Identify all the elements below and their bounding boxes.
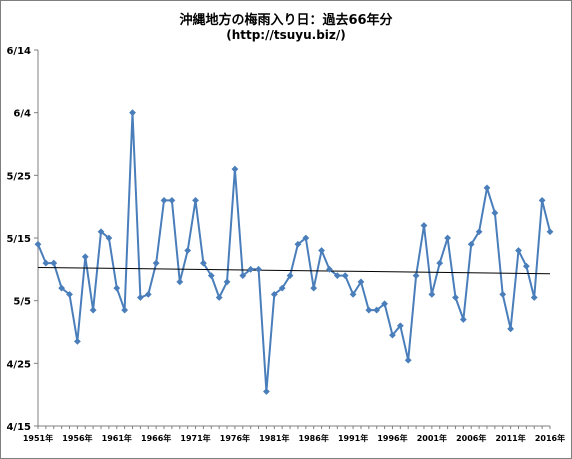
data-point (144, 291, 152, 298)
data-point (121, 306, 129, 314)
data-point (467, 240, 475, 248)
data-point (278, 284, 286, 292)
y-tick-label: 6/4 (13, 109, 31, 120)
data-point (546, 228, 554, 236)
data-point (105, 234, 113, 242)
data-point (89, 306, 97, 314)
x-tick-label: 1956年 (62, 433, 92, 443)
y-tick-label: 4/15 (6, 422, 31, 433)
data-point (310, 284, 318, 292)
data-point (491, 209, 499, 217)
data-point (58, 284, 66, 292)
data-point (152, 259, 160, 267)
data-point (247, 265, 255, 273)
data-point (42, 259, 50, 267)
x-tick-label: 2001年 (417, 433, 447, 443)
x-tick-label: 1991年 (338, 433, 368, 443)
data-point (176, 278, 184, 286)
data-point (538, 197, 546, 204)
data-point (34, 240, 42, 248)
data-point (341, 272, 349, 279)
data-point (137, 294, 144, 301)
x-tick-label: 2006年 (456, 433, 486, 443)
series-line (37, 111, 551, 393)
data-point (349, 291, 357, 298)
data-point (452, 294, 459, 301)
data-point (207, 272, 215, 279)
x-tick-label: 1976年 (220, 433, 250, 443)
chart-title: 沖縄地方の梅雨入り日：過去66年分 (179, 13, 393, 28)
data-point (436, 259, 444, 267)
data-point (365, 306, 373, 314)
data-point (444, 234, 451, 242)
data-point (515, 247, 522, 254)
data-point (50, 259, 58, 267)
data-point (522, 262, 530, 270)
data-point (113, 284, 121, 292)
data-point (507, 325, 515, 333)
data-point (215, 294, 223, 301)
data-point (255, 265, 262, 273)
data-point (231, 165, 239, 173)
data-point (286, 272, 294, 279)
x-tick-label: 1996年 (377, 433, 407, 443)
data-point (373, 306, 381, 314)
data-point (66, 291, 73, 298)
x-tick-label: 1981年 (259, 433, 289, 443)
x-tick-label: 2016年 (535, 433, 565, 443)
x-tick-label: 1961年 (102, 433, 132, 443)
data-point (475, 228, 483, 236)
data-point (81, 253, 89, 261)
data-point (239, 272, 247, 279)
data-point (381, 300, 388, 308)
data-point (192, 197, 199, 204)
data-point (357, 278, 365, 286)
data-point (326, 265, 333, 273)
data-point (318, 247, 325, 254)
data-point (389, 331, 396, 339)
data-point (270, 291, 278, 298)
y-tick-label: 5/15 (6, 234, 31, 245)
x-tick-label: 1951年 (23, 433, 53, 443)
data-point (263, 388, 270, 395)
trend-line (37, 266, 551, 275)
data-point (396, 322, 404, 330)
data-point (404, 356, 412, 364)
y-tick-label: 5/5 (13, 297, 31, 308)
data-point (530, 294, 538, 301)
x-tick-label: 1966年 (141, 433, 171, 443)
data-point (168, 197, 176, 204)
x-tick-label: 1986年 (299, 433, 329, 443)
data-point (184, 247, 192, 254)
data-point (333, 272, 341, 279)
data-point (483, 184, 491, 192)
data-point (412, 272, 420, 279)
data-point (97, 228, 105, 236)
data-point (200, 259, 207, 267)
data-point (294, 240, 302, 248)
chart-subtitle: (http://tsuyu.biz/) (226, 28, 346, 42)
data-point (459, 316, 467, 323)
data-point (223, 278, 231, 286)
data-point (428, 291, 436, 298)
y-tick-label: 5/25 (6, 171, 31, 182)
x-tick-label: 1971年 (180, 433, 210, 443)
data-point (499, 291, 507, 298)
y-tick-label: 6/14 (6, 46, 31, 57)
plot-area: 4/15 4/25 5/5 5/15 5/25 6/4 6/14 1951年 1956年 1961… (6, 46, 565, 443)
y-tick-label: 4/25 (6, 359, 31, 370)
data-point (420, 222, 428, 229)
data-point (73, 338, 81, 345)
x-tick-label: 2011年 (495, 433, 525, 443)
data-point (129, 109, 136, 117)
data-point (302, 234, 310, 242)
data-point (160, 197, 168, 204)
